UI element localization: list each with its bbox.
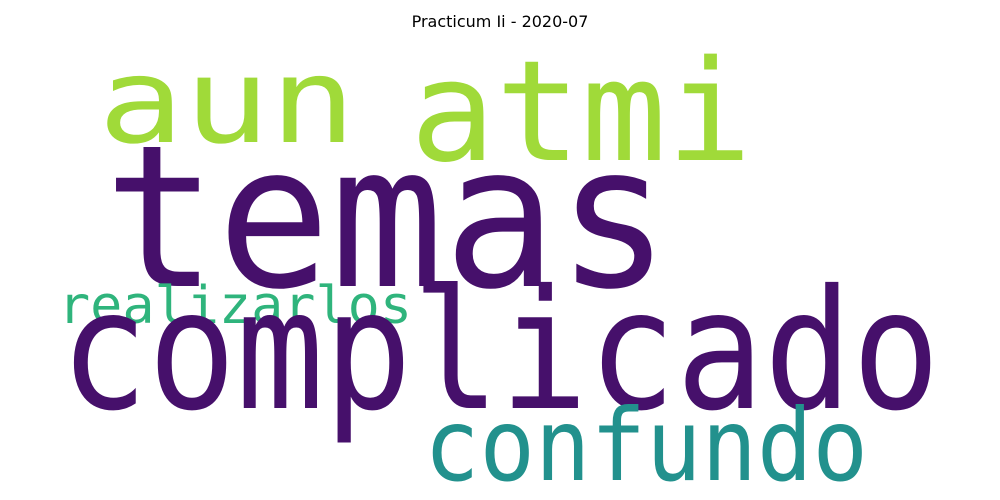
chart-title: Practicum Ii - 2020-07: [411, 12, 589, 31]
word-aun: aun: [98, 32, 356, 170]
word-confundo: confundo: [424, 387, 868, 500]
word-atmi: atmi: [410, 31, 752, 194]
word-realizarlos: realizarlos: [58, 276, 412, 336]
word-temas: temas: [104, 102, 670, 333]
word-complicado: complicado: [60, 255, 940, 448]
